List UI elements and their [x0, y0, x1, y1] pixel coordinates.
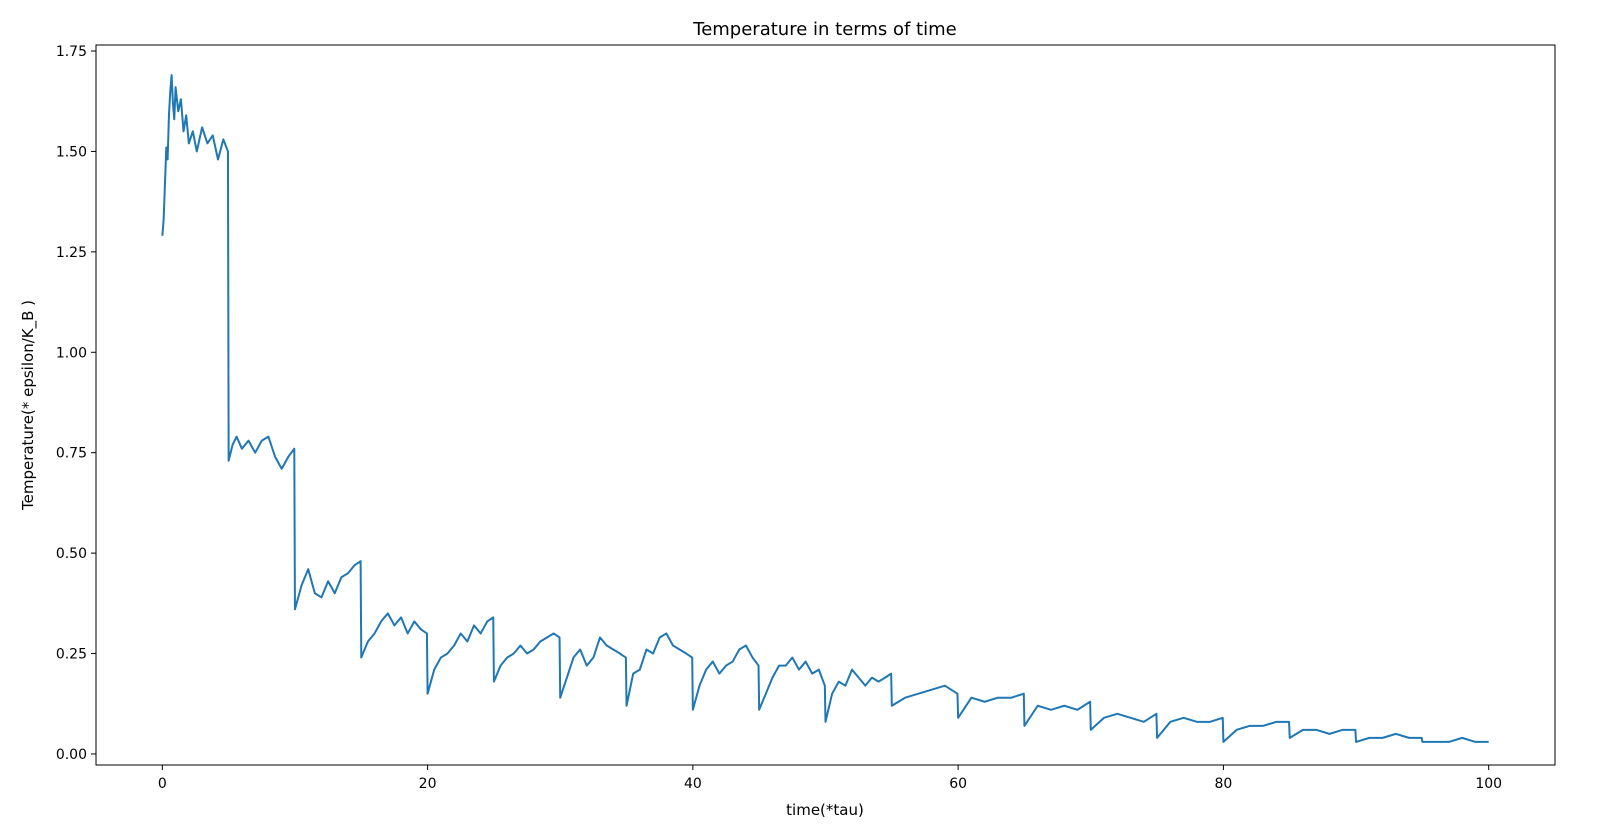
x-tick-label: 20 — [419, 776, 437, 792]
y-axis: 0.00 0.25 0.50 0.75 1.00 1.25 1.50 1.75 — [56, 44, 96, 763]
y-tick-label: 0.50 — [56, 546, 87, 562]
x-tick-label: 0 — [158, 776, 167, 792]
chart-title: Temperature in terms of time — [692, 19, 956, 40]
y-tick-label: 1.75 — [56, 44, 87, 60]
x-tick-label: 60 — [949, 776, 967, 792]
y-tick-label: 1.00 — [56, 345, 87, 361]
plot-area — [161, 74, 1489, 743]
x-axis-label: time(*tau) — [786, 801, 864, 819]
y-axis-label: Temperature(* epsilon/K_B ) — [19, 300, 38, 511]
series-line — [161, 74, 1489, 743]
x-axis: 0 20 40 60 80 100 — [158, 765, 1502, 792]
x-tick-label: 100 — [1475, 776, 1502, 792]
y-tick-label: 1.50 — [56, 144, 87, 160]
x-tick-label: 80 — [1214, 776, 1232, 792]
y-tick-label: 0.00 — [56, 747, 87, 763]
x-tick-label: 40 — [684, 776, 702, 792]
y-tick-label: 1.25 — [56, 245, 87, 261]
y-tick-label: 0.75 — [56, 446, 87, 462]
plot-frame — [95, 44, 1556, 766]
y-tick-label: 0.25 — [56, 647, 87, 663]
